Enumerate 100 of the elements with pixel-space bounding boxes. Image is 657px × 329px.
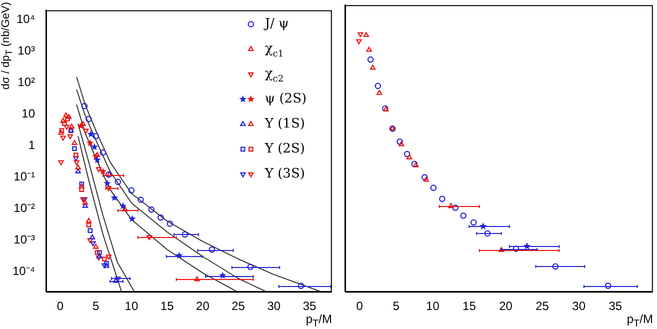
point	[88, 228, 93, 233]
x-tick-label: 25	[536, 299, 550, 314]
point	[430, 184, 437, 191]
point	[106, 254, 112, 260]
point	[367, 56, 374, 63]
x-axis-title: p$_{T}$/M	[306, 312, 332, 329]
point	[94, 152, 100, 157]
point	[104, 179, 111, 187]
point	[90, 143, 98, 150]
x-axis-title: p$_{T}$/M	[626, 312, 653, 329]
point	[374, 82, 382, 90]
point	[86, 116, 92, 122]
point	[175, 252, 183, 259]
x-tick-label: 5	[92, 299, 100, 314]
point	[82, 200, 88, 205]
point	[72, 140, 78, 145]
point	[96, 256, 102, 261]
point	[75, 168, 81, 174]
point	[86, 139, 94, 146]
y-tick-label: 10	[22, 106, 36, 120]
point	[100, 149, 106, 156]
point	[79, 187, 84, 192]
point	[90, 241, 96, 246]
x-tick-label: 0	[56, 299, 64, 314]
point	[439, 196, 446, 202]
point	[64, 116, 70, 122]
point	[138, 196, 144, 203]
point	[404, 150, 410, 158]
point	[68, 123, 74, 128]
point	[484, 230, 491, 237]
y-tick-label: 10⁻⁴	[12, 264, 35, 278]
point	[63, 112, 69, 118]
point	[298, 282, 304, 290]
y-tick-label: 10³	[18, 43, 36, 58]
y-tick-label: 10²	[18, 74, 36, 89]
x-tick-label: 5	[392, 299, 400, 314]
point	[106, 186, 112, 192]
x-tick-label: 20	[196, 299, 210, 314]
point	[452, 204, 458, 211]
point	[86, 218, 92, 223]
point	[87, 130, 95, 138]
point	[67, 134, 74, 140]
point	[114, 178, 122, 186]
point	[96, 167, 102, 172]
point	[97, 250, 102, 255]
point	[166, 220, 174, 227]
point	[74, 160, 80, 166]
point	[460, 212, 467, 219]
point	[358, 32, 364, 38]
x-tick-label: 10	[124, 299, 138, 314]
point	[102, 263, 108, 268]
point	[92, 132, 100, 140]
point	[96, 253, 102, 258]
point	[102, 256, 107, 262]
x-tick-label: 10	[426, 299, 440, 314]
point	[119, 202, 127, 210]
point	[110, 194, 118, 201]
point	[83, 128, 89, 134]
point	[396, 138, 403, 145]
y-tick-label: 1	[28, 138, 36, 152]
point	[148, 206, 155, 213]
point	[363, 32, 369, 38]
y-tick-label: 10⁻²	[14, 200, 36, 215]
x-tick-label: 15	[160, 299, 174, 314]
point	[406, 154, 412, 160]
point	[66, 114, 72, 120]
point	[104, 261, 109, 266]
point	[86, 222, 92, 228]
x-tick-label: 30	[572, 299, 586, 314]
point	[94, 250, 100, 255]
point	[93, 244, 99, 249]
y-tick-label: 10⁴	[16, 12, 35, 26]
point	[64, 124, 70, 130]
x-tick-label: 0	[356, 299, 364, 314]
point	[208, 246, 216, 253]
point	[376, 90, 382, 95]
point	[82, 202, 88, 208]
point	[398, 141, 404, 146]
point	[470, 219, 477, 226]
point	[218, 272, 226, 279]
point	[58, 130, 64, 135]
point	[77, 122, 85, 130]
point	[158, 214, 164, 221]
point	[604, 282, 612, 289]
point	[73, 156, 79, 162]
legend-label: Υ (1S)	[264, 116, 305, 132]
point	[58, 160, 64, 166]
point	[99, 168, 107, 175]
x-tick-label: 25	[232, 299, 246, 314]
point	[247, 264, 254, 270]
x-tick-label: 35	[608, 299, 622, 314]
point	[448, 203, 454, 208]
x-tick-label: 15	[462, 299, 476, 314]
legend-label: J/ ψ	[262, 16, 289, 32]
point	[75, 164, 81, 170]
point	[182, 231, 188, 238]
point	[479, 222, 487, 230]
point	[122, 206, 128, 212]
point	[423, 176, 429, 182]
legend-label: ψ (2S)	[264, 92, 307, 107]
